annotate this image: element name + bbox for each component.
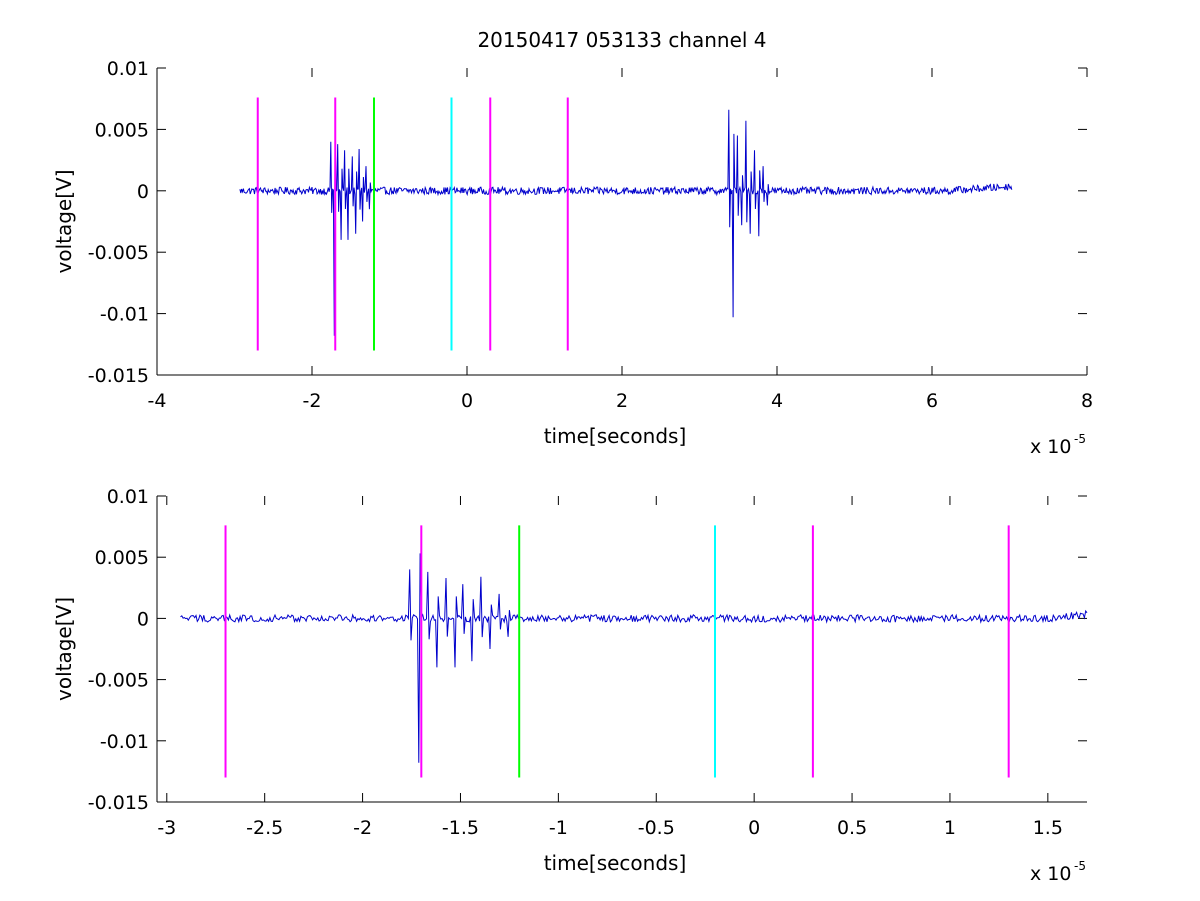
x-tick-label: 0 [748, 817, 760, 839]
x-axis-label: time[seconds] [544, 851, 687, 875]
x-tick-label: 1 [944, 817, 956, 839]
bottom-subplot: 0.01 0.005 0 -0.005 -0.01 -0.015 -3 -2.5 -2 -1.5 -… [52, 486, 1088, 885]
x-tick-label: 4 [771, 390, 783, 412]
y-tick-label: -0.01 [100, 304, 149, 326]
x-exponent-value: -5 [1074, 432, 1086, 446]
x-tick-label: -1.5 [442, 817, 479, 839]
x-tick-label: 0.5 [837, 817, 867, 839]
y-tick-label: 0.01 [107, 486, 149, 508]
x-tick-label: -1 [549, 817, 568, 839]
y-tick-label: -0.005 [88, 670, 149, 692]
x-tick-label: -2 [353, 817, 372, 839]
y-tick-label: 0 [137, 181, 149, 203]
x-exponent-value: -5 [1074, 859, 1086, 873]
y-tick-label: -0.005 [88, 242, 149, 264]
x-tick-label: 0 [461, 390, 473, 412]
y-tick-label: -0.01 [100, 731, 149, 753]
x-tick-label: -2.5 [246, 817, 283, 839]
y-tick-label: -0.015 [88, 365, 149, 387]
x-tick-label: -0.5 [638, 817, 675, 839]
signal-trace [180, 553, 1088, 763]
top-subplot: 0.01 0.005 0 -0.005 -0.01 -0.015 -4 -2 0 2 4 6 8 time… [52, 58, 1093, 458]
x-tick-label: -4 [148, 390, 167, 412]
x-tick-label: 6 [926, 390, 938, 412]
y-tick-label: 0.005 [95, 119, 149, 141]
signal-trace [239, 109, 1013, 336]
x-axis-label: time[seconds] [544, 424, 687, 448]
y-tick-label: -0.015 [88, 792, 149, 814]
y-axis-label: voltage[V] [52, 169, 76, 273]
x-tick-label: -2 [303, 390, 322, 412]
x-tick-label: -3 [157, 817, 176, 839]
figure-title: 20150417 053133 channel 4 [477, 28, 766, 52]
x-exponent-label: x 10 [1030, 436, 1071, 458]
y-tick-label: 0.005 [95, 547, 149, 569]
x-tick-label: 1.5 [1033, 817, 1063, 839]
y-axis-label: voltage[V] [52, 597, 76, 701]
y-tick-label: 0 [137, 608, 149, 630]
y-tick-label: 0.01 [107, 58, 149, 80]
x-exponent-label: x 10 [1030, 863, 1071, 885]
x-tick-label: 2 [616, 390, 628, 412]
x-tick-label: 8 [1081, 390, 1093, 412]
